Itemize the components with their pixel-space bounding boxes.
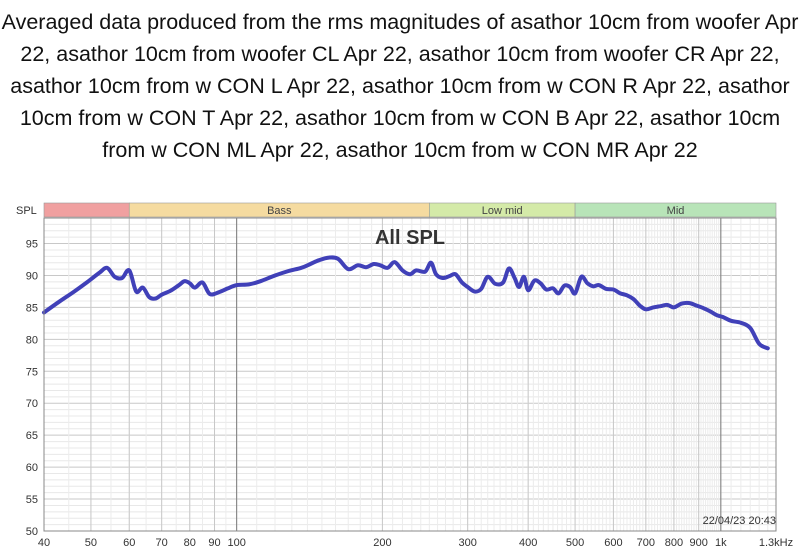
y-tick-label: 55 [26,494,38,506]
x-tick-labels: 40 50 60 70 80 90 100 200 300 400 500 600 700 800 900 1… [38,537,793,549]
x-tick-label: 1.3kHz [759,537,793,549]
x-tick-label: 80 [184,537,196,549]
x-tick-label: 500 [566,537,584,549]
y-axis-label: SPL [16,205,37,217]
y-tick-label: 90 [26,270,38,282]
x-tick-label: 90 [208,537,220,549]
data-series [42,255,770,351]
band-label-1: Bass [267,205,292,217]
x-tick-label: 100 [227,537,245,549]
x-tick-label: 40 [38,537,50,549]
y-tick-label: 95 [26,239,38,251]
frequency-bands: Bass Low mid Mid [43,202,777,218]
y-tick-label: 65 [26,430,38,442]
y-tick-labels: 50 55 60 65 70 75 80 85 90 95 [26,239,38,538]
x-tick-label: 200 [373,537,391,549]
y-tick-label: 80 [26,334,38,346]
y-tick-label: 75 [26,366,38,378]
x-tick-label: 300 [458,537,476,549]
series-line-0 [42,255,770,351]
y-tick-label: 70 [26,398,38,410]
x-tick-label: 600 [604,537,622,549]
x-tick-label: 800 [665,537,683,549]
x-tick-label: 400 [519,537,537,549]
x-tick-label: 50 [85,537,97,549]
x-tick-label: 900 [689,537,707,549]
x-tick-label: 60 [123,537,135,549]
timestamp: 22/04/23 20:43 [703,515,776,527]
plot-label: All SPL [375,227,445,249]
chart-title: Averaged data produced from the rms magn… [1,10,799,162]
y-tick-label: 85 [26,302,38,314]
plot-background [44,218,776,531]
x-tick-label: 70 [156,537,168,549]
band-0 [43,202,130,218]
band-label-3: Mid [667,205,685,217]
x-tick-label: 1k [715,537,727,549]
y-tick-label: 60 [26,462,38,474]
band-3 [574,202,777,218]
grid-lines [43,217,777,532]
plot-border [43,217,777,532]
y-tick-label: 50 [26,526,38,538]
x-tick-label: 700 [637,537,655,549]
band-label-2: Low mid [482,205,523,217]
